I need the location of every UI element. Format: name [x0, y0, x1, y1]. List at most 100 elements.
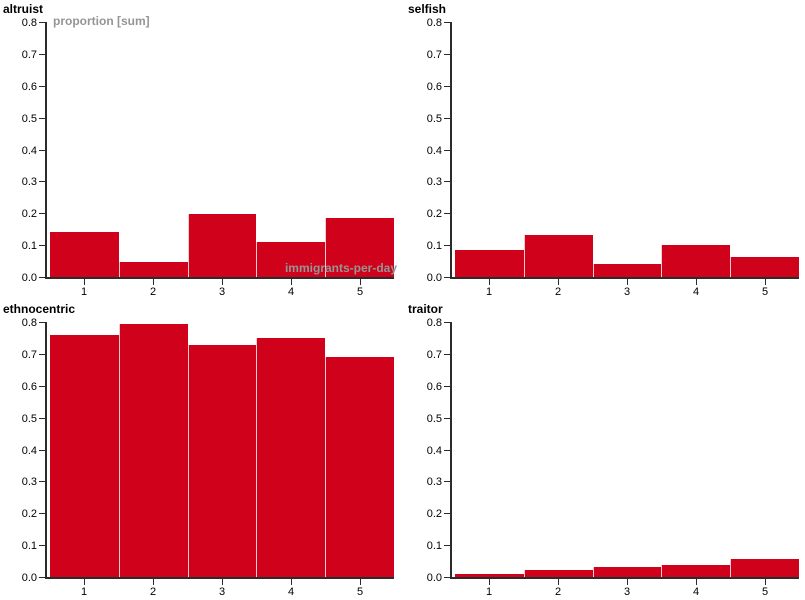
y-tick-label: 0.0: [426, 572, 442, 584]
y-tick-label: 0.0: [21, 272, 37, 284]
y-tick-label: 0.2: [426, 208, 442, 220]
x-tick-label: 3: [218, 286, 226, 298]
x-tick: [765, 579, 766, 585]
y-tick-label: 0.4: [21, 145, 37, 157]
y-tick: [39, 481, 45, 482]
x-tick: [627, 579, 628, 585]
chart-panel-selfish: selfish 0.0 0.1 0.2 0.3 0.4 0.5 0.6 0.7 0.8 1 2 3 4 5: [405, 0, 805, 300]
x-tick: [222, 279, 223, 285]
x-tick-label: 1: [485, 586, 493, 598]
y-tick: [444, 213, 450, 214]
x-axis-line: [45, 277, 394, 279]
x-tick-label: 5: [356, 586, 364, 598]
x-tick-label: 2: [554, 286, 562, 298]
x-tick: [360, 579, 361, 585]
y-tick-label: 0.3: [426, 176, 442, 188]
bar: [118, 262, 188, 277]
y-axis-line: [45, 22, 47, 279]
y-tick-label: 0.1: [21, 240, 37, 252]
y-tick-label: 0.4: [426, 445, 442, 457]
y-tick: [444, 450, 450, 451]
y-tick: [39, 354, 45, 355]
y-tick: [39, 545, 45, 546]
x-axis-line: [450, 577, 799, 579]
x-tick: [84, 279, 85, 285]
x-tick-label: 3: [623, 286, 631, 298]
x-tick-label: 5: [761, 286, 769, 298]
x-tick-label: 1: [80, 586, 88, 598]
x-axis-field-label: immigrants-per-day: [284, 261, 397, 275]
x-tick-label: 4: [692, 286, 700, 298]
y-tick: [444, 322, 450, 323]
y-tick-label: 0.3: [21, 176, 37, 188]
y-tick-label: 0.6: [426, 81, 442, 93]
y-tick-label: 0.8: [21, 17, 37, 29]
y-tick-label: 0.7: [21, 49, 37, 61]
x-axis-line: [45, 577, 394, 579]
y-tick: [444, 481, 450, 482]
x-tick: [291, 579, 292, 585]
bar: [455, 574, 524, 577]
bar: [187, 214, 257, 277]
chart-title: selfish: [408, 2, 447, 16]
y-tick-label: 0.6: [426, 381, 442, 393]
y-tick: [444, 577, 450, 578]
x-tick: [558, 279, 559, 285]
y-tick-label: 0.4: [426, 145, 442, 157]
bar: [325, 218, 394, 277]
y-tick: [444, 86, 450, 87]
y-tick: [444, 54, 450, 55]
x-tick-label: 2: [149, 586, 157, 598]
bar: [592, 567, 662, 577]
y-tick: [39, 277, 45, 278]
x-tick-label: 4: [692, 586, 700, 598]
y-tick-label: 0.8: [426, 317, 442, 329]
chart-panel-ethnocentric: ethnocentric 0.0 0.1 0.2 0.3 0.4 0.5 0.6 0.7 0.8 1…: [0, 300, 400, 600]
x-tick: [360, 279, 361, 285]
chart-title: ethnocentric: [3, 302, 76, 316]
y-tick-label: 0.1: [21, 540, 37, 552]
y-tick-label: 0.6: [21, 381, 37, 393]
y-tick: [39, 150, 45, 151]
x-tick-label: 5: [356, 286, 364, 298]
bar: [523, 570, 593, 577]
x-tick: [696, 579, 697, 585]
bar: [592, 264, 662, 277]
y-tick-label: 0.7: [21, 349, 37, 361]
y-tick: [444, 418, 450, 419]
y-tick-label: 0.8: [21, 317, 37, 329]
x-tick: [627, 279, 628, 285]
y-tick-label: 0.4: [21, 445, 37, 457]
y-tick-label: 0.0: [426, 272, 442, 284]
bar: [50, 232, 119, 277]
y-tick: [444, 150, 450, 151]
y-tick-label: 0.7: [426, 349, 442, 361]
y-axis-line: [450, 22, 452, 279]
bar: [455, 250, 524, 277]
x-tick-label: 5: [761, 586, 769, 598]
x-tick: [84, 579, 85, 585]
y-tick-label: 0.6: [21, 81, 37, 93]
x-tick: [489, 279, 490, 285]
x-tick: [222, 579, 223, 585]
y-tick: [39, 450, 45, 451]
bar: [730, 559, 799, 577]
bar: [661, 565, 731, 577]
x-tick-label: 1: [485, 286, 493, 298]
bar: [661, 245, 731, 277]
y-tick: [444, 513, 450, 514]
x-tick-label: 4: [287, 586, 295, 598]
x-tick: [291, 279, 292, 285]
y-tick-label: 0.1: [426, 240, 442, 252]
y-tick: [39, 22, 45, 23]
y-tick-label: 0.7: [426, 49, 442, 61]
y-tick: [39, 86, 45, 87]
y-tick-label: 0.5: [426, 113, 442, 125]
bar: [325, 357, 394, 577]
y-tick-label: 0.2: [21, 208, 37, 220]
y-tick: [444, 118, 450, 119]
x-tick-label: 2: [149, 286, 157, 298]
bar: [118, 324, 188, 577]
x-tick-label: 3: [623, 586, 631, 598]
